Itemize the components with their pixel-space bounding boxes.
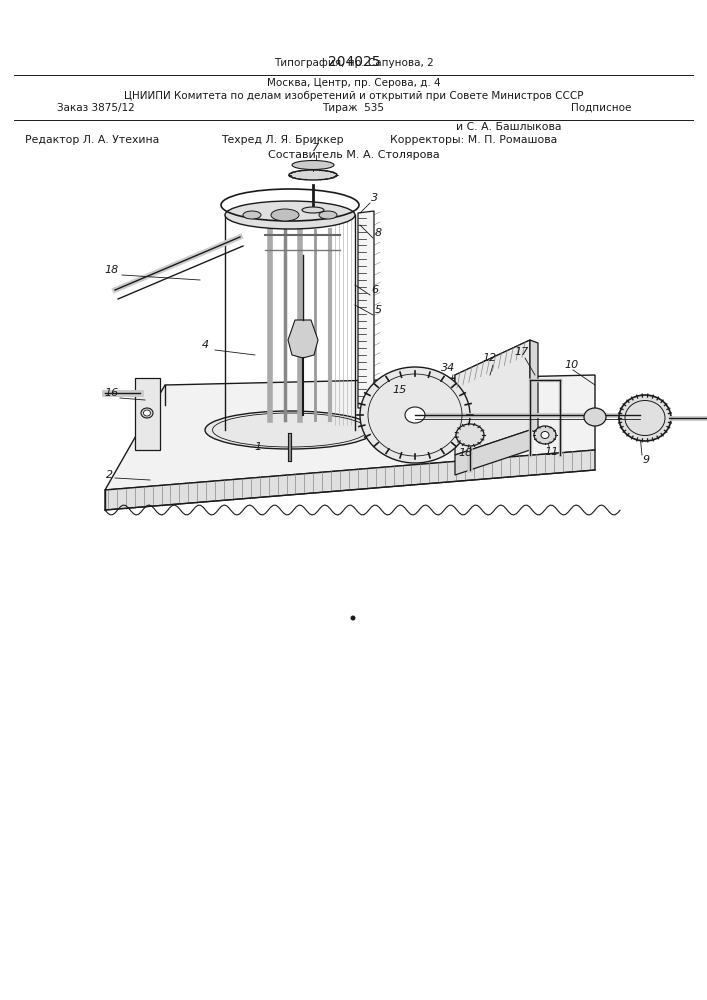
Ellipse shape <box>271 209 299 221</box>
Text: Подписное: Подписное <box>571 103 631 113</box>
Text: 204025: 204025 <box>328 55 380 69</box>
Ellipse shape <box>292 160 334 169</box>
Polygon shape <box>455 340 530 455</box>
Ellipse shape <box>541 432 549 438</box>
Text: Корректоры: М. П. Ромашова: Корректоры: М. П. Ромашова <box>390 135 557 145</box>
Polygon shape <box>105 375 595 490</box>
Text: 18: 18 <box>105 265 119 275</box>
Ellipse shape <box>141 408 153 418</box>
Polygon shape <box>530 340 538 433</box>
Polygon shape <box>135 378 160 450</box>
Ellipse shape <box>243 211 261 219</box>
Text: 11: 11 <box>545 447 559 457</box>
Text: 8: 8 <box>375 228 382 238</box>
Ellipse shape <box>405 407 425 423</box>
Ellipse shape <box>205 411 375 449</box>
Text: 6: 6 <box>371 285 378 295</box>
Polygon shape <box>105 450 595 510</box>
Text: 5: 5 <box>375 305 382 315</box>
Text: Москва, Центр, пр. Серова, д. 4: Москва, Центр, пр. Серова, д. 4 <box>267 78 440 88</box>
Text: 12: 12 <box>483 353 497 363</box>
Ellipse shape <box>289 170 337 180</box>
Polygon shape <box>288 320 318 358</box>
Text: 9: 9 <box>643 455 650 465</box>
Ellipse shape <box>351 615 356 620</box>
Text: Заказ 3875/12: Заказ 3875/12 <box>57 103 134 113</box>
Ellipse shape <box>534 426 556 444</box>
Ellipse shape <box>584 408 606 426</box>
Ellipse shape <box>302 207 324 213</box>
Text: 18: 18 <box>459 448 473 458</box>
Ellipse shape <box>144 410 151 416</box>
Text: 15: 15 <box>393 385 407 395</box>
Text: Редактор Л. А. Утехина: Редактор Л. А. Утехина <box>25 135 159 145</box>
Text: 7: 7 <box>312 143 320 153</box>
Text: 16: 16 <box>105 388 119 398</box>
Ellipse shape <box>360 367 470 463</box>
Ellipse shape <box>319 211 337 219</box>
Text: 1: 1 <box>255 442 262 452</box>
Text: 2: 2 <box>107 470 114 480</box>
Text: и С. А. Башлыкова: и С. А. Башлыкова <box>456 122 562 132</box>
Ellipse shape <box>619 395 671 441</box>
Text: 34: 34 <box>441 363 455 373</box>
Text: 4: 4 <box>201 340 209 350</box>
Ellipse shape <box>456 424 484 446</box>
Text: 3: 3 <box>371 193 378 203</box>
Polygon shape <box>358 211 374 408</box>
Text: Тираж  535: Тираж 535 <box>322 103 385 113</box>
Polygon shape <box>455 430 530 475</box>
Text: Техред Л. Я. Бриккер: Техред Л. Я. Бриккер <box>221 135 344 145</box>
Text: 10: 10 <box>565 360 579 370</box>
Text: 17: 17 <box>515 347 529 357</box>
Ellipse shape <box>225 201 355 229</box>
Text: Составитель М. А. Столярова: Составитель М. А. Столярова <box>268 150 439 160</box>
Text: ЦНИИПИ Комитета по делам изобретений и открытий при Совете Министров СССР: ЦНИИПИ Комитета по делам изобретений и о… <box>124 91 583 101</box>
Text: Типография, пр. Сапунова, 2: Типография, пр. Сапунова, 2 <box>274 58 433 68</box>
Polygon shape <box>455 340 530 390</box>
